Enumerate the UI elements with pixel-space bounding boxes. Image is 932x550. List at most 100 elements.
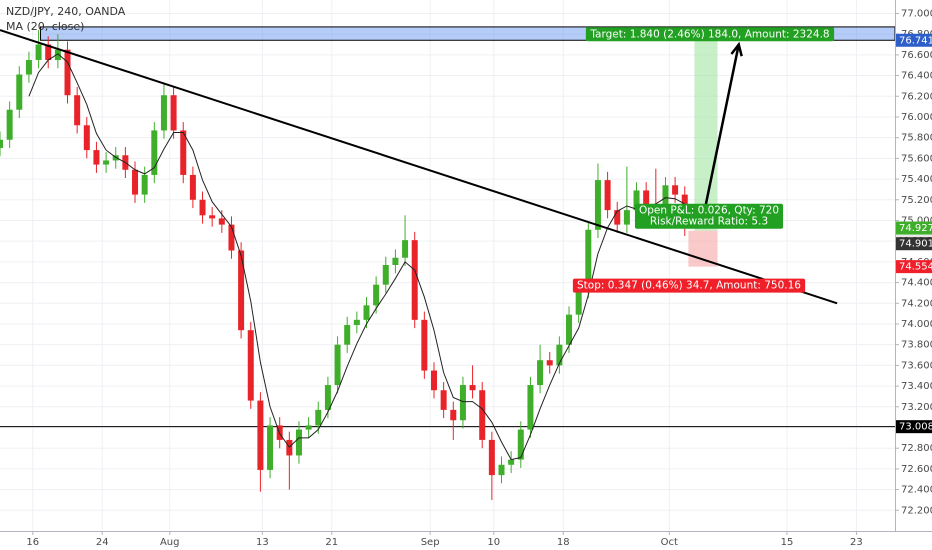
candle-body xyxy=(527,385,534,430)
candle-body xyxy=(643,190,650,205)
hline-price-tag: 73.008 xyxy=(899,422,932,433)
candle-body xyxy=(238,250,245,331)
profit-region xyxy=(694,40,718,231)
plot-layer: Target: 1.840 (2.46%) 184.0, Amount: 232… xyxy=(0,0,896,531)
trendline xyxy=(0,29,838,305)
candle-body xyxy=(45,44,52,61)
entry-price-tag-bg xyxy=(896,237,932,251)
candle-body xyxy=(363,305,370,320)
candle-body xyxy=(450,409,457,421)
candle-body xyxy=(141,174,148,195)
candle-body xyxy=(305,425,312,430)
y-tick-label: 73.200 xyxy=(901,402,932,413)
candle-body xyxy=(344,325,351,345)
hline-price-tag-bg xyxy=(896,420,932,434)
candle-body xyxy=(25,60,32,75)
y-tick-label: 75.600 xyxy=(901,153,932,164)
y-tick-label: 74.200 xyxy=(901,298,932,309)
target-label-bg xyxy=(585,27,835,42)
stop-price-tag-bg xyxy=(896,260,932,274)
candle-body xyxy=(459,385,466,421)
arrow-head xyxy=(730,41,743,57)
candle-body xyxy=(315,409,322,426)
candle-body xyxy=(585,229,592,290)
stop-price-tag: 74.554 xyxy=(899,262,932,273)
candle-body xyxy=(257,400,264,470)
candle-body xyxy=(189,174,196,200)
target-label-text: Target: 1.840 (2.46%) 184.0, Amount: 232… xyxy=(589,28,829,40)
candle-body xyxy=(623,210,630,225)
candle-body xyxy=(209,215,216,219)
candle-body xyxy=(0,139,3,149)
last-price-tag: 74.927 xyxy=(899,223,932,234)
candle-body xyxy=(411,240,418,320)
chart-title: NZD/JPY, 240, OANDA xyxy=(6,5,126,18)
y-tick-label: 72.200 xyxy=(901,505,932,516)
candle-body xyxy=(575,289,582,315)
candle-body xyxy=(103,160,110,165)
candle-body xyxy=(247,330,254,401)
candle-body xyxy=(430,370,437,391)
x-tick-label: 15 xyxy=(781,537,794,548)
candle-body xyxy=(35,44,42,61)
candle-body xyxy=(508,459,515,465)
candle-body xyxy=(324,385,331,410)
target-price-tag-bg xyxy=(896,33,932,47)
y-tick-label: 77.000 xyxy=(901,8,932,19)
y-tick-label: 76.400 xyxy=(901,71,932,82)
candle-body xyxy=(151,130,158,175)
candle-body xyxy=(93,150,100,165)
pnl-label-bg xyxy=(634,203,784,229)
candle-body xyxy=(83,125,90,151)
entry-price-tag: 74.901 xyxy=(899,239,932,250)
y-tick-label: 74.000 xyxy=(901,319,932,330)
candle-body xyxy=(160,95,167,131)
x-tick-label: 10 xyxy=(487,537,500,548)
target-label: Target: 1.840 (2.46%) 184.0, Amount: 232… xyxy=(585,27,835,42)
y-tick-label: 72.400 xyxy=(901,485,932,496)
y-tick-label: 75.800 xyxy=(901,133,932,144)
moving-average xyxy=(28,53,685,461)
y-tick-label: 73.800 xyxy=(901,340,932,351)
candle-body xyxy=(488,439,495,476)
y-tick-label: 76.200 xyxy=(901,91,932,102)
candle-body xyxy=(402,240,409,258)
arrow xyxy=(700,44,740,223)
candle-body xyxy=(566,314,573,345)
x-tick-label: 23 xyxy=(850,537,863,548)
x-tick-label: 13 xyxy=(256,537,269,548)
candle-body xyxy=(334,344,341,386)
y-tick-label: 74.400 xyxy=(901,278,932,289)
y-tick-label: 76.600 xyxy=(901,50,932,61)
candle-body xyxy=(672,185,679,195)
pnl-label-text: Open P&L: 0.026, Qty: 720 xyxy=(639,205,779,217)
x-tick-label: 21 xyxy=(325,537,338,548)
candle-body xyxy=(74,95,81,126)
candle-body xyxy=(479,390,486,440)
candle-body xyxy=(64,49,71,96)
y-tick-label: 72.600 xyxy=(901,464,932,475)
stop-label-bg xyxy=(572,278,806,293)
stop-label-text: Stop: 0.347 (0.46%) 34.7, Amount: 750.16 xyxy=(577,280,801,292)
candle-body xyxy=(199,199,206,216)
x-tick-label: Aug xyxy=(160,537,180,548)
candle-body xyxy=(594,180,601,230)
candle-body xyxy=(353,319,360,326)
candle-body xyxy=(132,169,139,195)
candle-body xyxy=(54,49,61,61)
candle-body xyxy=(180,130,187,175)
x-tick-label: Oct xyxy=(661,537,678,548)
pnl-label-text: Risk/Reward Ratio: 5.3 xyxy=(650,216,768,228)
x-tick-label: 16 xyxy=(26,537,39,548)
x-tick-label: Sep xyxy=(421,537,440,548)
candle-body xyxy=(498,464,505,476)
candle-body xyxy=(517,429,524,460)
candle-body xyxy=(440,390,447,410)
candle-body xyxy=(633,190,640,211)
candle-body xyxy=(537,360,544,386)
y-tick-label: 75.200 xyxy=(901,195,932,206)
candle-body xyxy=(218,218,225,225)
